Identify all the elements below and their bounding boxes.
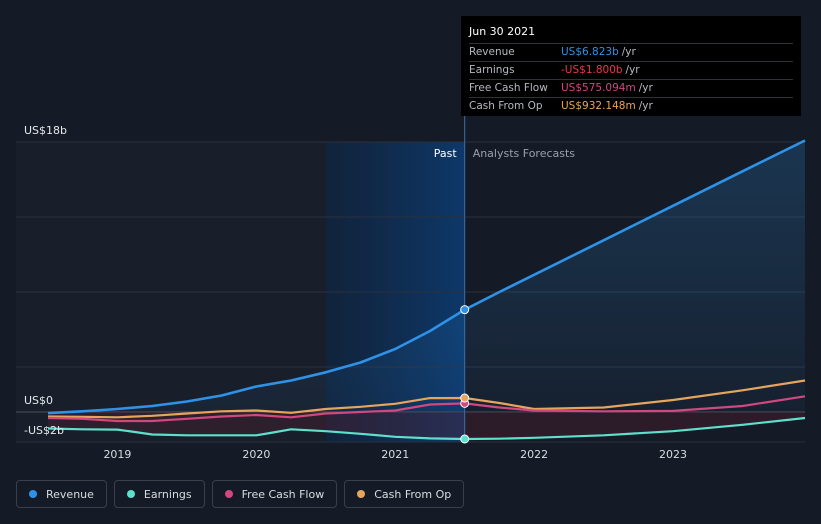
legend-dot-icon	[357, 490, 366, 498]
tooltip-value: -US$1.800b	[561, 64, 623, 76]
tooltip-label: Free Cash Flow	[469, 82, 548, 94]
earnings-area	[48, 412, 805, 439]
marker-cash-from-op	[460, 393, 470, 403]
tooltip-value: US$932.148m	[561, 100, 636, 112]
tooltip-value: US$575.094m	[561, 82, 636, 94]
tooltip-unit: /yr	[638, 100, 653, 112]
legend-label: Earnings	[143, 487, 192, 501]
legend-dot-icon	[29, 490, 37, 498]
legend: Revenue Earnings Free Cash Flow Cash Fro…	[16, 480, 471, 508]
marker-earnings	[460, 434, 470, 444]
legend-item-earnings[interactable]: Earnings	[113, 480, 205, 508]
legend-item-cash-from-op[interactable]: Cash From Op	[344, 480, 465, 508]
x-tick-label: 2019	[103, 448, 131, 461]
tooltip-row-revenue: Revenue US$6.823b /yr	[469, 44, 793, 62]
tooltip-date: Jun 30 2021	[469, 25, 793, 44]
legend-label: Free Cash Flow	[241, 487, 325, 501]
tooltip-row-free-cash-flow: Free Cash Flow US$575.094m /yr	[469, 80, 793, 98]
legend-dot-icon	[224, 490, 233, 498]
y-tick-label: -US$2b	[24, 424, 64, 437]
x-tick-label: 2021	[381, 448, 409, 461]
legend-dot-icon	[126, 490, 135, 498]
tooltip-row-earnings: Earnings -US$1.800b /yr	[469, 62, 793, 80]
tooltip-value: US$6.823b	[561, 46, 619, 58]
tooltip-label: Cash From Op	[469, 100, 543, 112]
series-line-cash-from-op	[47, 379, 806, 419]
legend-label: Cash From Op	[374, 487, 452, 501]
forecast-label: Analysts Forecasts	[473, 147, 576, 160]
tooltip-unit: /yr	[625, 64, 640, 76]
series-line-earnings	[47, 416, 806, 441]
legend-item-free-cash-flow[interactable]: Free Cash Flow	[211, 480, 338, 508]
legend-label: Revenue	[46, 487, 94, 501]
x-tick-label: 2022	[520, 448, 548, 461]
past-label: Past	[434, 147, 458, 160]
legend-item-revenue[interactable]: Revenue	[16, 480, 107, 508]
marker-revenue	[460, 305, 470, 315]
tooltip-label: Revenue	[469, 46, 515, 58]
tooltip-row-cash-from-op: Cash From Op US$932.148m /yr	[469, 98, 793, 115]
tooltip-label: Earnings	[469, 64, 515, 76]
x-tick-label: 2023	[659, 448, 687, 461]
tooltip: Jun 30 2021 Revenue US$6.823b /yr Earnin…	[461, 16, 801, 116]
tooltip-unit: /yr	[638, 82, 653, 94]
x-tick-label: 2020	[242, 448, 270, 461]
y-tick-label: US$0	[24, 394, 53, 407]
y-tick-label: US$18b	[24, 124, 67, 137]
chart: US$18b US$0 -US$2b 2019 2020 2021 2022 2023 Past…	[16, 116, 806, 461]
revenue-area	[48, 140, 805, 414]
series-line-free-cash-flow	[47, 395, 806, 423]
tooltip-unit: /yr	[621, 46, 636, 58]
series-line-revenue	[47, 139, 806, 415]
